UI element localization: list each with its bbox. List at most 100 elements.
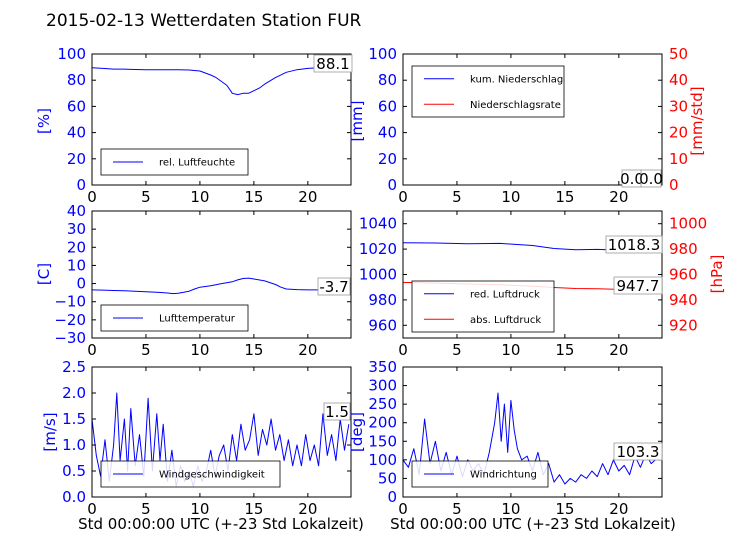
legend-label-1: rel. Luftfeuchte (159, 158, 235, 169)
x-tick-label: 15 (555, 188, 574, 206)
value-annotation: 1018.3 (608, 236, 661, 254)
x-tick-label: 10 (190, 341, 209, 359)
y-tick-label: 60 (378, 97, 397, 115)
value-box (605, 235, 663, 254)
y2-tick-label: 50 (669, 45, 688, 63)
x-tick-label: 15 (555, 500, 574, 518)
x-tick-label: 20 (298, 500, 317, 518)
legend-label-1: Windrichtung (470, 470, 537, 481)
value-annotation: 947.7 (617, 277, 660, 295)
x-tick-label: 15 (244, 188, 263, 206)
plot-frame (91, 53, 352, 186)
x-axis-label: Std 00:00:00 UTC (+-23 Std Lokalzeit) (390, 515, 676, 533)
series-line-1 (402, 392, 657, 485)
value-annotation: -3.7 (319, 278, 348, 296)
y-tick-label: 100 (368, 45, 397, 63)
x-tick-label: 5 (141, 188, 151, 206)
x-tick-label: 5 (141, 341, 151, 359)
legend-box (411, 65, 565, 118)
legend-label-1: red. Luftdruck (470, 289, 540, 300)
value-annotation: 1.5 (325, 403, 349, 421)
page-title: 2015-02-13 Wetterdaten Station FUR (46, 11, 362, 31)
panel-pressure: 0 5 10 15 20 960 980 1000 1020 1040 920 940 960 980 10… (359, 210, 726, 359)
x-tick-label: 5 (141, 500, 151, 518)
y-tick-label: 20 (67, 238, 86, 256)
x-tick-label: 10 (190, 188, 209, 206)
y2-tick-label: 20 (669, 124, 688, 142)
x-tick-label: 15 (244, 341, 263, 359)
y2-tick-label: 980 (669, 240, 698, 258)
plot-frame (91, 366, 352, 498)
x-tick-label: 0 (398, 341, 408, 359)
y-tick-label: 10 (67, 256, 86, 274)
legend-label-1: Windgeschwindigkeit (159, 470, 265, 481)
x-tick-label: 5 (452, 188, 462, 206)
plot-frame (402, 53, 663, 186)
y-tick-label: 80 (378, 71, 397, 89)
y-axis-label: [C] (35, 263, 53, 285)
x-tick-label: 10 (501, 341, 520, 359)
y-tick-label: 20 (378, 150, 397, 168)
value-annotation: 0.0 (639, 170, 663, 188)
x-tick-label: 15 (555, 341, 574, 359)
panel-windspeed: 0 5 10 15 20 0.0 0.5 1.0 1.5 2.0 2.5 [m/s] Std 00:00… (41, 358, 364, 533)
x-tick-label: 20 (298, 341, 317, 359)
panel-temperature: 0 5 10 15 20−30−20−10010203040[C]Lufttempera… (35, 202, 352, 359)
y-tick-label: 0 (387, 176, 397, 194)
y2-tick-label: 940 (669, 291, 698, 309)
y-tick-label: 0.0 (62, 488, 86, 506)
x-tick-label: 15 (244, 500, 263, 518)
x-tick-label: 0 (87, 188, 97, 206)
y-tick-label: 60 (67, 97, 86, 115)
y-tick-label: 30 (67, 220, 86, 238)
value-annotation: 0.0 (620, 170, 644, 188)
y2-tick-label: 40 (669, 71, 688, 89)
x-tick-label: 5 (452, 341, 462, 359)
y-tick-label: 80 (67, 71, 86, 89)
x-tick-label: 10 (501, 188, 520, 206)
value-box (313, 54, 353, 73)
x-tick-label: 20 (609, 341, 628, 359)
x-tick-label: 20 (609, 188, 628, 206)
y-tick-label: 1000 (359, 266, 397, 284)
legend-label-1: Lufttemperatur (159, 314, 236, 325)
x-tick-label: 0 (398, 188, 408, 206)
x-tick-label: 0 (87, 341, 97, 359)
y2-tick-label: 10 (669, 150, 688, 168)
y-tick-label: 1020 (359, 240, 397, 258)
legend-label-2: abs. Luftdruck (470, 315, 541, 326)
y-tick-label: 2.5 (62, 358, 86, 376)
value-box (640, 169, 662, 188)
y-tick-label: 2.0 (62, 384, 86, 402)
y-tick-label: 300 (368, 377, 397, 395)
value-annotation: 88.1 (316, 55, 349, 73)
y-tick-label: 0 (76, 176, 86, 194)
y-tick-label: −30 (54, 329, 86, 347)
y-tick-label: 200 (368, 414, 397, 432)
x-tick-label: 20 (298, 188, 317, 206)
plot-frame (402, 366, 663, 498)
y-tick-label: 50 (378, 469, 397, 487)
series-line-1 (91, 66, 346, 96)
legend-label-1: kum. Niederschlag (470, 74, 563, 85)
y-tick-label: −10 (54, 293, 86, 311)
x-tick-label: 10 (190, 500, 209, 518)
y-tick-label: 1.0 (62, 436, 86, 454)
y-axis-label: [%] (35, 108, 53, 134)
x-tick-label: 10 (501, 500, 520, 518)
y-tick-label: 1.5 (62, 410, 86, 428)
y-tick-label: 100 (368, 451, 397, 469)
legend-box (411, 280, 555, 333)
panel-precipitation: 0 5 10 15 20 0 20 40 60 80 100 0 10 20 30 40 50 [mm] [mm/s… (348, 45, 706, 206)
y-tick-label: 1040 (359, 215, 397, 233)
legend-label-2: Niederschlagsrate (470, 100, 561, 111)
y-tick-label: 100 (57, 45, 86, 63)
panel-humidity: 0 5 10 15 20 0 20 40 60 80 100 [%] rel. Luftfeuchte 8… (35, 45, 353, 206)
y2-axis-label: [mm/std] (688, 86, 706, 155)
x-tick-label: 0 (398, 500, 408, 518)
y-tick-label: 960 (368, 316, 397, 334)
y-tick-label: 20 (67, 150, 86, 168)
series-line-1 (91, 277, 346, 295)
y2-tick-label: 30 (669, 97, 688, 115)
